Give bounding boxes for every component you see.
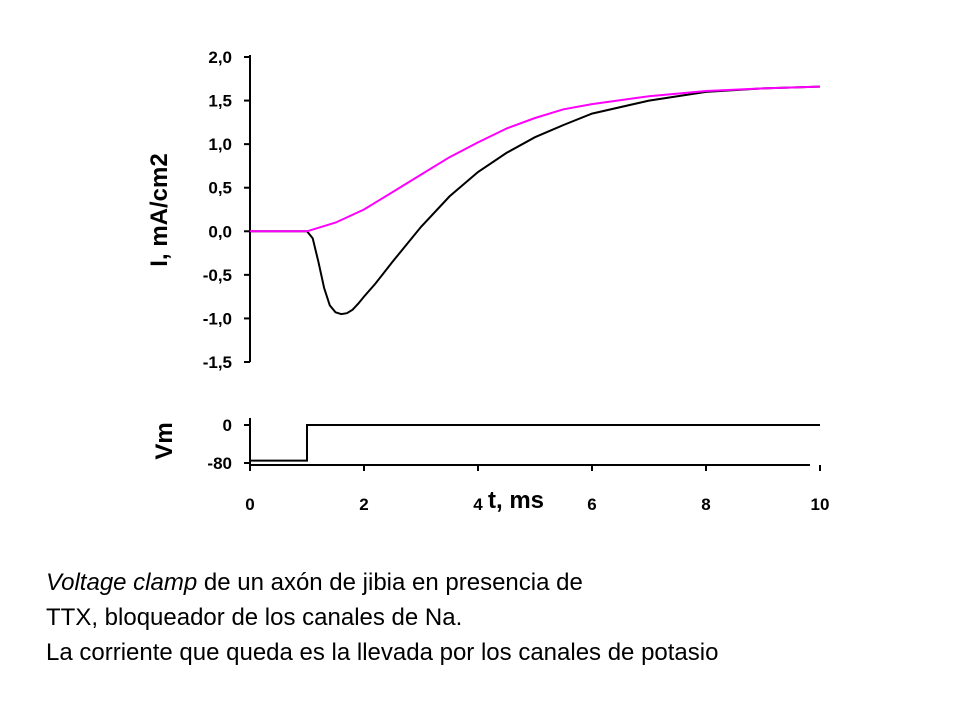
current-y-tick-label: -1,5 [203, 353, 232, 372]
current-line-ttx [250, 85, 821, 233]
current-y-tick-label: 1,0 [208, 135, 232, 154]
current-y-tick-label: -0,5 [203, 266, 232, 285]
voltage-y-tick-label: 0 [223, 416, 232, 435]
x-ticks: 0 2 4 6 8 10 [245, 465, 829, 514]
caption-line-2: TTX, bloqueador de los canales de Na. [46, 604, 463, 631]
voltage-series [250, 424, 820, 462]
current-y-tick-label: 1,5 [208, 92, 232, 111]
current-y-axis-title: I, mA/cm2 [146, 153, 173, 266]
current-plot: 2,0 1,5 1,0 0,5 0,0 -0,5 -1,0 -1,5 I, mA/cm2 [146, 48, 821, 372]
current-line-control [250, 85, 821, 316]
x-tick-label: 2 [359, 495, 368, 514]
caption: Voltage clamp de un axón de jibia en pre… [46, 565, 926, 670]
voltage-step-line [250, 424, 820, 462]
voltage-y-ticks: 0 -80 [207, 416, 250, 473]
x-tick-label: 4 [473, 495, 483, 514]
current-y-tick-label: 0,5 [208, 179, 232, 198]
caption-line-1: Voltage clamp de un axón de jibia en pre… [46, 565, 926, 600]
current-y-tick-label: -1,0 [203, 309, 232, 328]
caption-line-1-rest: de un axón de jibia en presencia de [197, 569, 583, 596]
caption-line-3: La corriente que queda es la llevada por… [46, 639, 719, 666]
x-tick-label: 6 [587, 495, 596, 514]
current-y-tick-label: 0,0 [208, 222, 232, 241]
voltage-plot: 0 -80 0 2 4 6 8 10 Vm t, ms [151, 416, 829, 514]
voltage-y-axis-title: Vm [151, 422, 178, 459]
x-tick-label: 10 [811, 495, 830, 514]
voltage-y-tick-label: -80 [207, 454, 232, 473]
caption-italic: Voltage clamp [46, 569, 198, 596]
current-y-ticks: 2,0 1,5 1,0 0,5 0,0 -0,5 -1,0 -1,5 [203, 48, 250, 372]
x-tick-label: 0 [245, 495, 254, 514]
x-tick-label: 8 [701, 495, 710, 514]
current-y-tick-label: 2,0 [208, 48, 232, 67]
x-axis-title: t, ms [488, 487, 544, 514]
current-series [250, 85, 821, 316]
